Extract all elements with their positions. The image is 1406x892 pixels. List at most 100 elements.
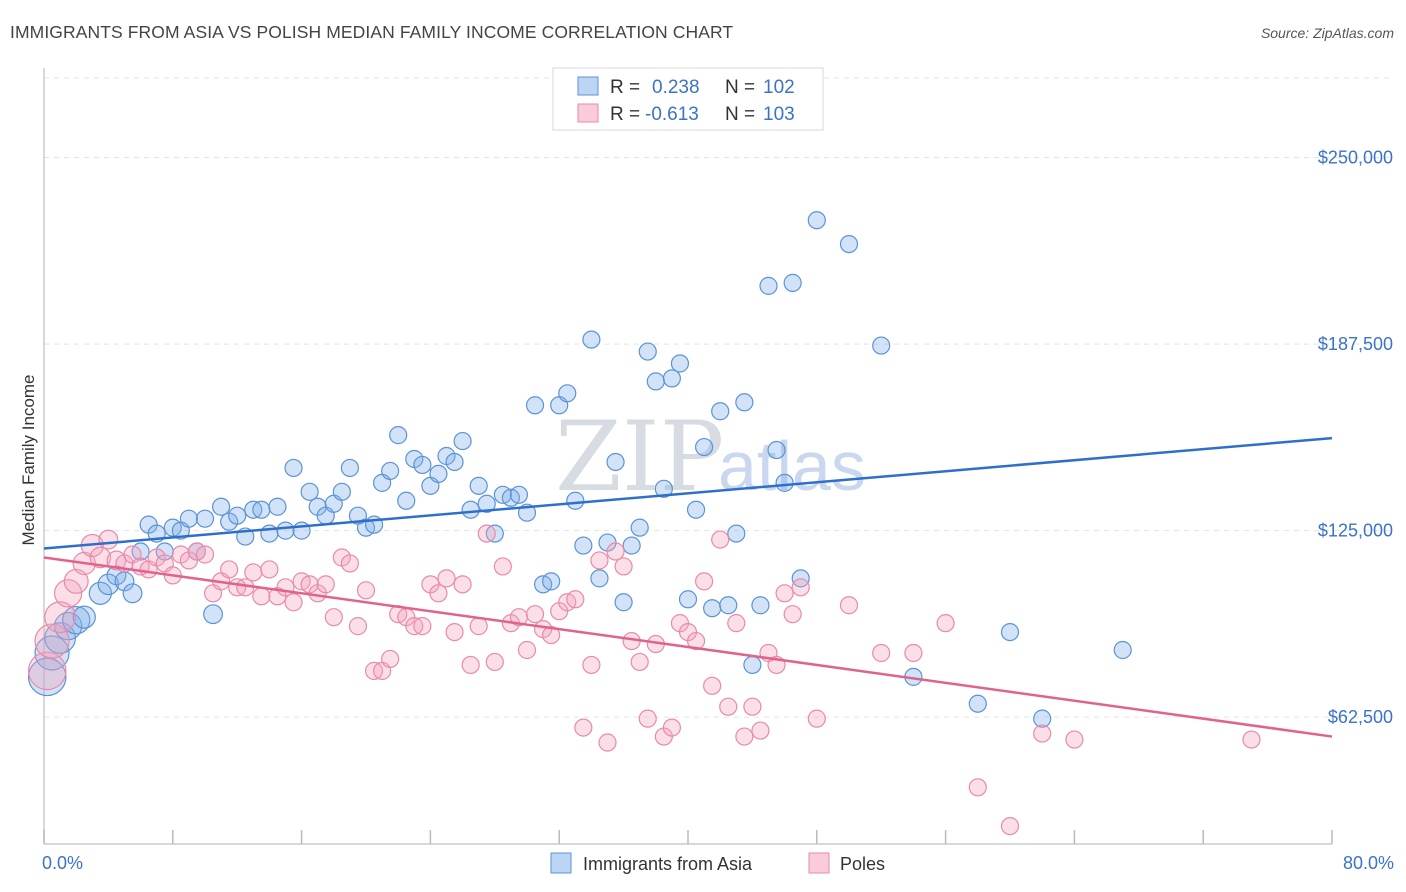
point-poles bbox=[437, 569, 456, 588]
point-poles bbox=[807, 709, 826, 728]
point-asia bbox=[872, 336, 891, 355]
point-asia bbox=[300, 482, 319, 501]
point-poles bbox=[413, 617, 432, 636]
legend-n-label-asia: N = bbox=[725, 77, 755, 98]
y-tick-label: $187,500 bbox=[1318, 334, 1393, 354]
point-asia bbox=[195, 509, 215, 528]
point-asia bbox=[179, 509, 198, 528]
point-poles bbox=[751, 721, 770, 740]
point-poles bbox=[316, 575, 335, 594]
point-asia bbox=[694, 437, 714, 457]
point-poles bbox=[1033, 724, 1052, 743]
point-asia bbox=[670, 354, 690, 373]
x-tick-label: 0.0% bbox=[42, 853, 83, 873]
legend-n-value-poles: 103 bbox=[763, 104, 795, 125]
bottom-legend-swatch-poles bbox=[808, 852, 830, 874]
point-poles bbox=[727, 614, 746, 633]
point-asia bbox=[252, 500, 271, 519]
point-poles bbox=[525, 605, 545, 624]
trend-line-poles bbox=[43, 556, 1333, 738]
point-asia bbox=[453, 431, 472, 451]
point-poles bbox=[614, 557, 633, 576]
point-poles bbox=[244, 563, 263, 582]
point-asia bbox=[759, 276, 778, 295]
point-asia bbox=[122, 583, 143, 604]
y-axis-label: Median Family Income bbox=[19, 374, 38, 545]
point-asia bbox=[461, 500, 480, 519]
point-poles bbox=[348, 617, 368, 636]
point-asia bbox=[703, 599, 722, 618]
point-asia bbox=[839, 234, 859, 254]
point-asia bbox=[590, 569, 609, 588]
point-poles bbox=[445, 622, 464, 642]
point-asia bbox=[72, 605, 96, 629]
point-asia bbox=[582, 330, 601, 349]
point-asia bbox=[509, 485, 529, 504]
point-asia bbox=[228, 506, 247, 525]
point-poles bbox=[89, 546, 112, 569]
point-poles bbox=[252, 587, 271, 606]
point-poles bbox=[453, 575, 472, 594]
point-poles bbox=[53, 579, 83, 608]
point-poles bbox=[598, 733, 617, 752]
point-poles bbox=[582, 655, 601, 675]
point-asia bbox=[783, 273, 802, 292]
point-poles bbox=[429, 584, 448, 603]
point-poles bbox=[220, 560, 239, 579]
point-poles bbox=[711, 530, 730, 549]
point-asia bbox=[614, 593, 633, 612]
point-asia bbox=[751, 596, 770, 615]
chart-source: Source: ZipAtlas.com bbox=[1260, 25, 1394, 41]
point-asia bbox=[654, 479, 673, 498]
legend-n-label-poles: N = bbox=[725, 104, 755, 125]
point-asia bbox=[284, 458, 303, 478]
point-poles bbox=[340, 554, 359, 573]
point-poles bbox=[195, 545, 215, 564]
trend-lines bbox=[43, 436, 1333, 738]
bottom-legend-label-poles: Poles bbox=[840, 854, 885, 874]
point-poles bbox=[276, 578, 295, 597]
point-asia bbox=[1033, 709, 1052, 728]
point-poles bbox=[574, 718, 593, 737]
point-poles bbox=[284, 593, 303, 612]
point-poles bbox=[703, 676, 722, 695]
point-poles bbox=[469, 617, 488, 636]
point-asia bbox=[735, 393, 754, 412]
point-asia bbox=[662, 369, 682, 388]
point-poles bbox=[260, 560, 279, 579]
point-poles bbox=[590, 551, 609, 570]
point-poles bbox=[791, 578, 810, 597]
point-poles bbox=[783, 605, 802, 624]
y-axis-tick-labels: $62,500 $125,000 $187,500 $250,000 bbox=[1318, 148, 1393, 728]
point-asia bbox=[719, 596, 738, 615]
point-asia bbox=[389, 426, 408, 445]
point-asia bbox=[276, 521, 295, 540]
point-asia bbox=[807, 211, 826, 230]
legend-swatch-poles bbox=[577, 103, 599, 123]
point-poles bbox=[1242, 730, 1261, 749]
point-asia bbox=[638, 342, 657, 361]
point-asia bbox=[1113, 640, 1132, 660]
point-poles bbox=[461, 655, 480, 675]
point-poles bbox=[630, 652, 649, 672]
bottom-legend-label-asia: Immigrants from Asia bbox=[583, 854, 753, 874]
point-poles bbox=[775, 584, 794, 603]
y-tick-label: $125,000 bbox=[1318, 521, 1393, 541]
x-axis-ticks bbox=[43, 830, 1333, 844]
point-asia bbox=[646, 372, 665, 391]
point-asia bbox=[678, 590, 698, 609]
point-poles bbox=[735, 727, 754, 746]
y-tick-label: $62,500 bbox=[1328, 707, 1393, 727]
legend-swatch-asia bbox=[577, 76, 599, 96]
legend-n-value-asia: 102 bbox=[763, 77, 795, 98]
point-asia bbox=[445, 452, 464, 472]
point-asia bbox=[775, 473, 794, 492]
point-asia bbox=[574, 536, 593, 555]
point-asia bbox=[88, 581, 112, 605]
point-asia bbox=[566, 491, 585, 510]
watermark-zip: ZIP bbox=[555, 401, 724, 513]
chart-title: IMMIGRANTS FROM ASIA VS POLISH MEDIAN FA… bbox=[10, 22, 734, 42]
y-tick-label: $250,000 bbox=[1318, 148, 1393, 168]
point-poles bbox=[44, 601, 76, 634]
point-poles bbox=[936, 614, 955, 633]
